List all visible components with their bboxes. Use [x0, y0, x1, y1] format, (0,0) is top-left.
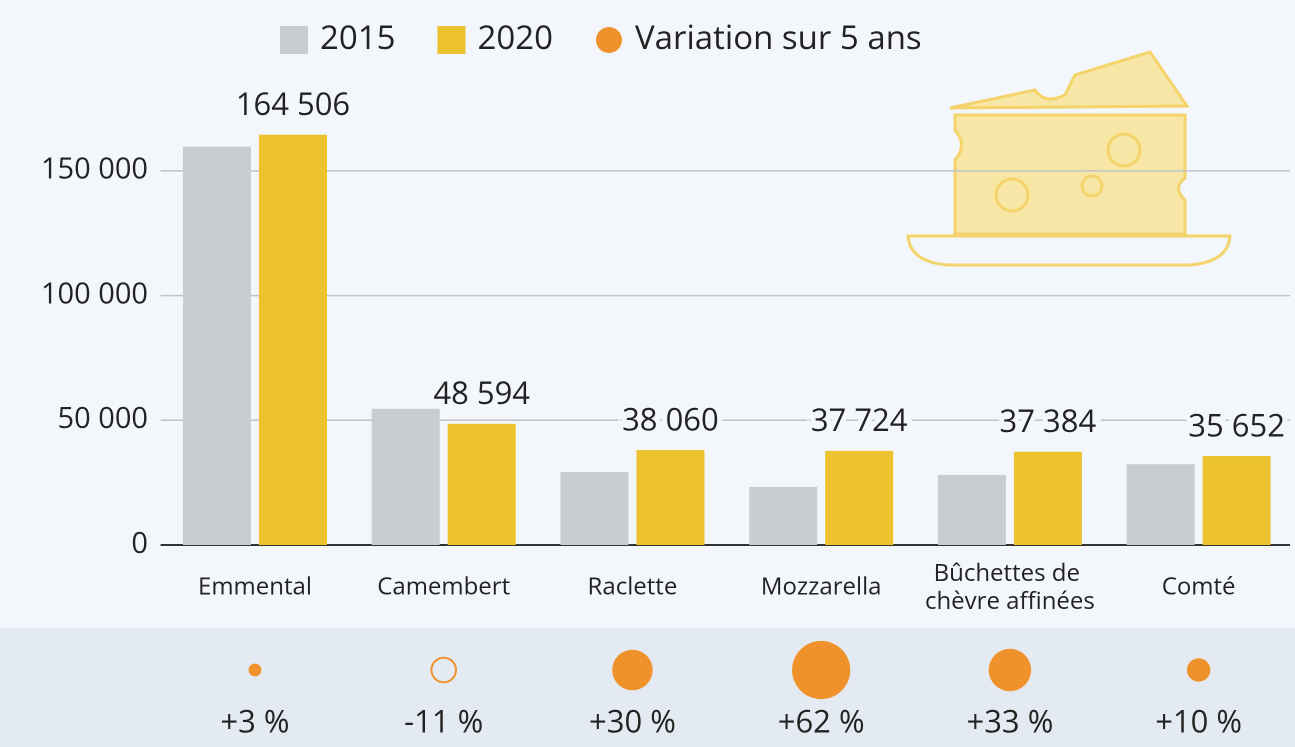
x-tick-label: Emmental: [198, 569, 312, 602]
variation-label: +10 %: [1155, 700, 1242, 742]
value-label: 38 060: [622, 398, 719, 440]
bar: [560, 471, 629, 545]
variation-bubble: [612, 649, 653, 691]
variation-bubble: [792, 640, 851, 700]
variation-label: +62 %: [778, 700, 865, 742]
variation-band: [0, 628, 1295, 747]
variation-bubble: [248, 663, 262, 677]
x-tick-label: Mozzarella: [761, 569, 882, 602]
value-label: 48 594: [433, 372, 530, 414]
bar: [1013, 451, 1082, 545]
variation-bubble: [988, 648, 1032, 692]
bar: [825, 450, 894, 545]
bar: [371, 408, 440, 545]
variation-label: +33 %: [966, 700, 1053, 742]
bar: [937, 474, 1006, 545]
bar: [1126, 464, 1195, 545]
variation-label: +3 %: [220, 700, 289, 742]
bar: [447, 423, 516, 545]
bar: [258, 134, 327, 545]
y-tick-label: 100 000: [41, 273, 148, 312]
x-tick-label: Camembert: [377, 569, 510, 602]
x-tick-label: Raclette: [588, 569, 678, 602]
legend-swatch: [437, 26, 466, 54]
legend-swatch: [280, 26, 308, 54]
y-tick-label: 0: [131, 523, 148, 562]
bar: [636, 450, 705, 545]
y-tick-label: 50 000: [58, 398, 148, 437]
variation-label: +30 %: [589, 700, 676, 742]
legend-label: 2015: [320, 14, 395, 59]
value-label: 35 652: [1188, 404, 1285, 446]
cheese-icon: [906, 50, 1232, 267]
bar: [749, 486, 818, 545]
legend-label: Variation sur 5 ans: [635, 14, 922, 59]
bar: [1202, 456, 1271, 545]
legend-label: 2020: [477, 14, 552, 59]
variation-bubble: [430, 656, 457, 684]
variation-bubble: [1186, 658, 1211, 682]
bar: [182, 146, 251, 546]
value-label: 164 506: [236, 83, 350, 125]
variation-label: -11 %: [404, 700, 483, 742]
legend-swatch: [595, 27, 622, 53]
value-label: 37 724: [811, 399, 908, 441]
x-tick-label: Comté: [1162, 569, 1236, 602]
x-tick-label: Bûchettes de chèvre affinées: [925, 556, 1095, 617]
y-tick-label: 150 000: [41, 149, 148, 188]
value-label: 37 384: [1000, 400, 1097, 442]
